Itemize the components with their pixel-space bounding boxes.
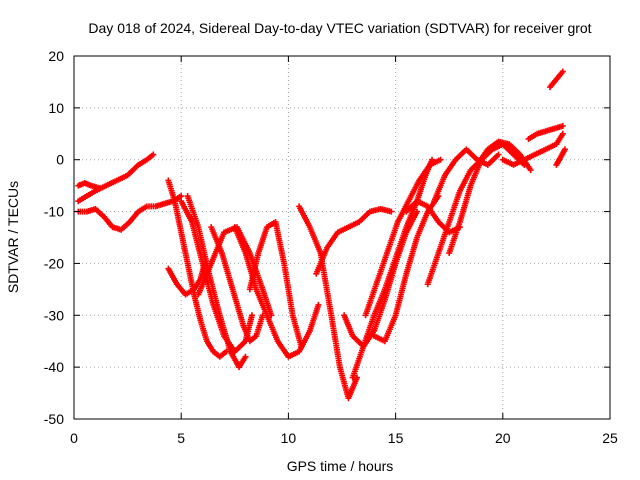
y-tick-label: 10: [48, 100, 64, 116]
y-tick-label: -40: [44, 359, 64, 375]
data-point-marker: [150, 151, 157, 158]
data-point-marker: [559, 68, 566, 75]
series-arc-22: [474, 138, 534, 174]
data-point-marker: [388, 208, 395, 215]
series-arc-25: [546, 68, 566, 91]
series-arc-1: [75, 151, 157, 205]
data-point-marker: [178, 193, 185, 200]
x-tick-label: 0: [70, 430, 78, 446]
series-arc-16: [362, 156, 444, 319]
x-axis-label: GPS time / hours: [287, 458, 394, 474]
data-points-layer: [75, 68, 568, 402]
series-arc-7: [184, 193, 249, 371]
series-arc-24: [525, 123, 566, 142]
series-arc-11: [246, 218, 305, 350]
x-tick-label: 5: [177, 430, 185, 446]
data-point-marker: [242, 353, 249, 360]
series-arc-3: [75, 193, 185, 233]
y-axis-label: SDTVAR / TECUs: [5, 181, 21, 293]
plot-frame: [73, 55, 611, 420]
series-arc-4: [165, 177, 230, 360]
series-arc-26: [553, 146, 568, 168]
series-arc-2: [75, 180, 103, 192]
series-arc-23: [499, 130, 566, 168]
data-point-marker: [561, 146, 568, 153]
series-arc-13: [313, 205, 395, 277]
series-arc-20: [431, 146, 502, 205]
x-tick-label: 15: [388, 430, 404, 446]
chart-title: Day 018 of 2024, Sidereal Day-to-day VTE…: [88, 20, 591, 36]
y-tick-label: -30: [44, 307, 64, 323]
series-arc-8: [208, 224, 266, 345]
data-point-marker: [96, 185, 103, 192]
data-point-marker: [559, 123, 566, 130]
x-tick-label: 25: [602, 430, 618, 446]
data-point-marker: [559, 130, 566, 137]
data-point-marker: [527, 167, 534, 174]
y-tick-label: -10: [44, 204, 64, 220]
y-tick-label: -20: [44, 255, 64, 271]
y-tick-label: 0: [56, 152, 64, 168]
data-point-marker: [248, 312, 255, 319]
x-tick-label: 20: [495, 430, 511, 446]
data-point-marker: [298, 343, 305, 350]
series-arc-12: [296, 203, 361, 402]
data-point-marker: [437, 156, 444, 163]
ticks-layer: 0 5 10 15 20 25 -50 -40 -30 -20 -10 0 10 20: [44, 48, 618, 446]
data-point-marker: [495, 151, 502, 158]
x-tick-label: 10: [281, 430, 297, 446]
y-tick-label: -50: [44, 411, 64, 427]
y-tick-label: 20: [48, 48, 64, 64]
data-point-marker: [315, 301, 322, 308]
